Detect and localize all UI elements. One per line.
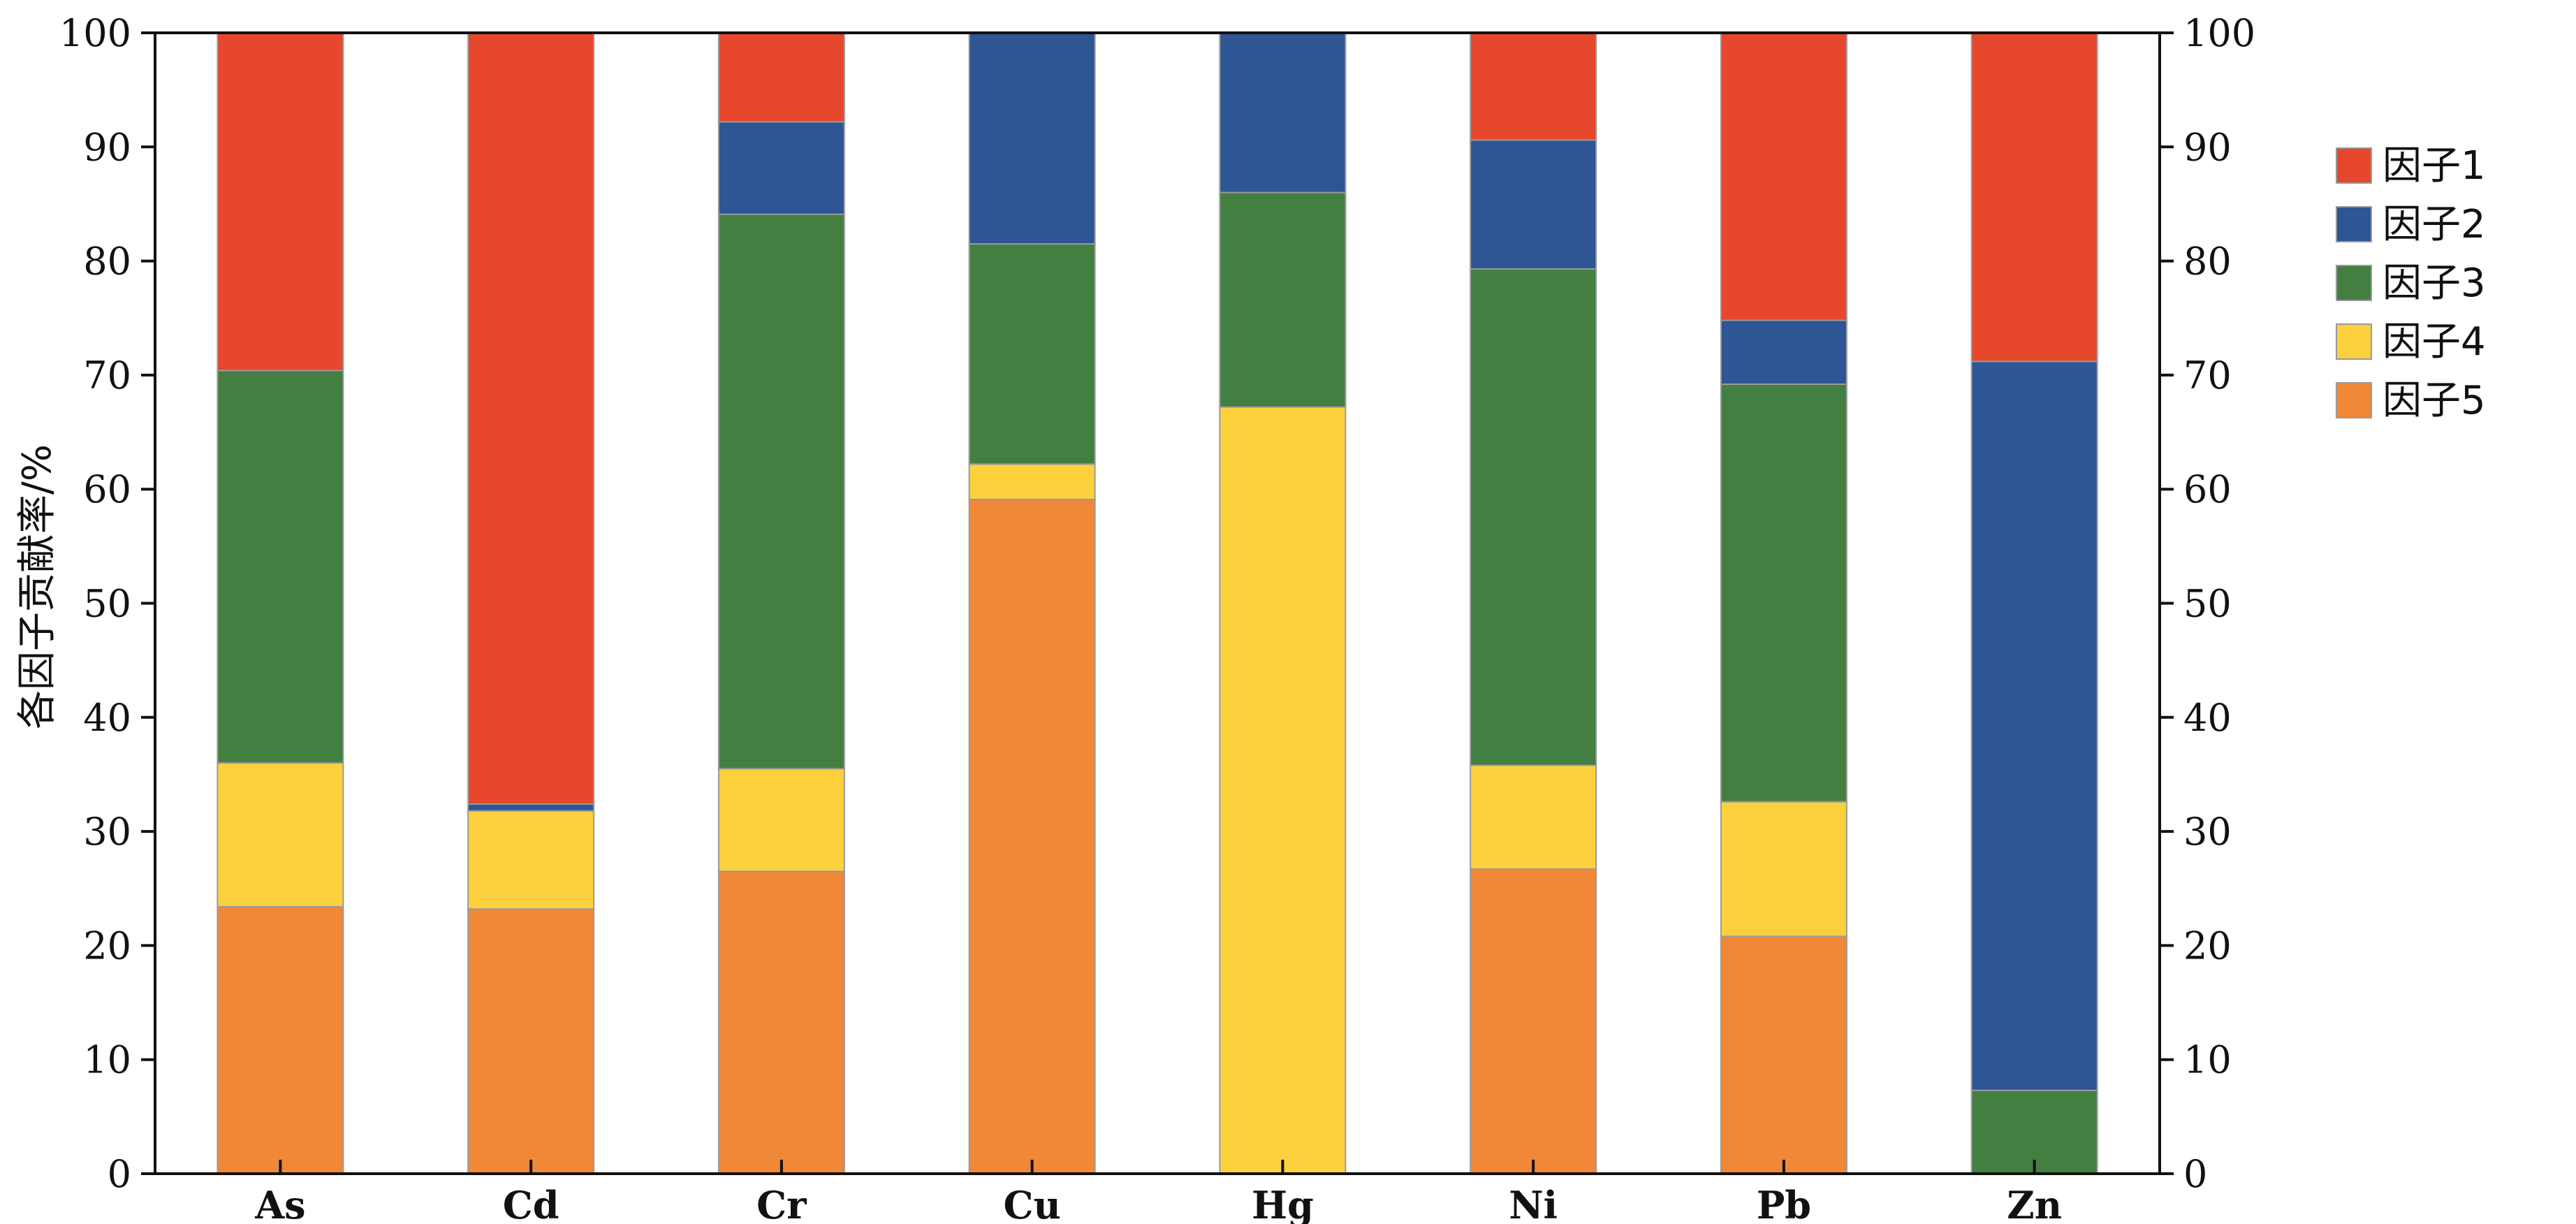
left-tick-label-30: 30 [83, 810, 131, 854]
bar-segment-hg-因子3 [1219, 191, 1347, 408]
bar-segment-cr-因子5 [717, 870, 845, 1174]
left-tick-label-20: 20 [83, 924, 131, 968]
right-tick-label-30: 30 [2183, 810, 2232, 854]
y-axis-title: 各因子贡献率/% [15, 444, 60, 729]
legend-swatch-3 [2336, 265, 2372, 301]
bar-segment-ni-因子2 [1470, 139, 1597, 270]
x-tick-label-cu: Cu [1004, 1183, 1061, 1224]
bar-segment-ni-因子3 [1470, 268, 1597, 766]
legend-label-5: 因子5 [2383, 378, 2486, 423]
legend-swatch-1 [2336, 147, 2372, 184]
bar-segment-cd-因子5 [467, 908, 595, 1175]
left-tick-label-80: 80 [83, 240, 131, 284]
x-axis: As Cd Cr Cu Hg Ni Pb Zn [254, 1160, 2062, 1224]
plot-border [154, 31, 2161, 1175]
x-tick-label-zn: Zn [2007, 1183, 2062, 1224]
x-tick-label-hg: Hg [1252, 1183, 1314, 1224]
right-axis: 0 10 20 30 40 50 60 70 80 90 100 [2160, 11, 2255, 1196]
bar-segment-as-因子1 [217, 32, 344, 372]
left-tick-label-70: 70 [83, 354, 131, 398]
right-tick-label-50: 50 [2183, 582, 2232, 626]
bar-segment-as-因子4 [217, 762, 344, 908]
bar-segment-pb-因子3 [1720, 383, 1847, 803]
legend-swatch-5 [2336, 382, 2372, 418]
x-tick-label-pb: Pb [1757, 1183, 1811, 1224]
left-tick-label-50: 50 [83, 582, 131, 626]
x-tick-label-cr: Cr [756, 1183, 807, 1224]
right-tick-label-40: 40 [2183, 696, 2232, 740]
bar-segment-cd-因子1 [467, 32, 595, 805]
left-tick-label-40: 40 [83, 696, 131, 740]
bar-segment-cd-因子4 [467, 810, 595, 910]
bar-segment-hg-因子4 [1219, 406, 1347, 1174]
bar-segment-pb-因子1 [1720, 32, 1847, 321]
bar-segment-zn-因子2 [1970, 360, 2098, 1091]
right-tick-label-60: 60 [2183, 467, 2232, 511]
left-tick-label-0: 0 [108, 1152, 131, 1196]
bar-segment-cu-因子5 [968, 498, 1096, 1174]
bar-segment-pb-因子5 [1720, 935, 1847, 1175]
x-tick-label-ni: Ni [1509, 1183, 1558, 1224]
bar-segment-cr-因子3 [717, 213, 845, 770]
legend-label-2: 因子2 [2383, 202, 2486, 247]
bar-segment-cu-因子2 [968, 32, 1096, 245]
left-tick-label-60: 60 [83, 467, 131, 511]
legend-label-1: 因子1 [2383, 143, 2486, 189]
right-tick-label-90: 90 [2183, 125, 2232, 169]
left-tick-label-100: 100 [59, 11, 131, 55]
bar-segment-cr-因子2 [717, 121, 845, 215]
bar-segment-as-因子5 [217, 905, 344, 1175]
bar-segment-ni-因子4 [1470, 764, 1597, 870]
right-tick-label-80: 80 [2183, 240, 2232, 284]
x-tick-label-as: As [254, 1183, 305, 1224]
right-tick-label-0: 0 [2183, 1152, 2207, 1196]
bar-segment-pb-因子4 [1720, 801, 1847, 938]
bar-segment-cd-因子2 [467, 803, 595, 812]
right-tick-label-20: 20 [2183, 924, 2232, 968]
left-tick-label-90: 90 [83, 125, 131, 169]
legend-label-3: 因子3 [2383, 261, 2486, 306]
bar-segment-pb-因子2 [1720, 319, 1847, 385]
bars-group [217, 32, 2098, 1175]
left-axis: 0 10 20 30 40 50 60 70 80 90 100 [59, 11, 155, 1196]
bar-segment-ni-因子5 [1470, 868, 1597, 1174]
legend: 因子1 因子2 因子3 因子4 因子5 [2336, 143, 2486, 423]
bar-segment-cu-因子4 [968, 463, 1096, 500]
bar-segment-cr-因子1 [717, 32, 845, 123]
bar-segment-cr-因子4 [717, 768, 845, 873]
bar-segment-ni-因子1 [1470, 32, 1597, 141]
bar-segment-cu-因子3 [968, 243, 1096, 465]
left-tick-label-10: 10 [83, 1038, 131, 1082]
bar-segment-hg-因子2 [1219, 32, 1347, 194]
right-tick-label-70: 70 [2183, 354, 2232, 398]
legend-swatch-2 [2336, 206, 2372, 242]
legend-label-4: 因子4 [2383, 319, 2486, 365]
right-tick-label-100: 100 [2183, 11, 2255, 55]
bar-segment-as-因子3 [217, 370, 344, 764]
right-tick-label-10: 10 [2183, 1038, 2232, 1082]
legend-swatch-4 [2336, 323, 2372, 360]
x-tick-label-cd: Cd [503, 1183, 559, 1224]
plot-frame [154, 31, 2161, 1175]
bar-segment-zn-因子1 [1970, 32, 2098, 363]
